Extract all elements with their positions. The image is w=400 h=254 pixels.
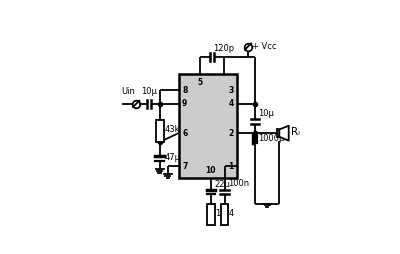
Text: 22μ: 22μ [214, 180, 230, 189]
Bar [221, 203, 228, 225]
Text: 9: 9 [182, 99, 187, 108]
Text: 1000μ: 1000μ [258, 134, 284, 142]
Bar [178, 74, 237, 178]
Text: 10μ: 10μ [141, 87, 157, 96]
Text: 4: 4 [229, 209, 234, 218]
Text: 100n: 100n [228, 179, 249, 188]
Text: Uin: Uin [121, 87, 135, 96]
Text: 43k: 43k [164, 125, 180, 134]
Text: 4: 4 [228, 99, 234, 108]
Polygon shape [279, 126, 289, 141]
Text: 1k: 1k [215, 209, 225, 218]
Text: 5: 5 [198, 78, 203, 87]
Text: 2: 2 [228, 129, 234, 138]
Bar [207, 203, 215, 225]
Bar [276, 130, 279, 137]
Text: 47μ: 47μ [164, 153, 180, 162]
Text: 10μ: 10μ [258, 109, 274, 118]
Bar [156, 120, 164, 142]
Text: 6: 6 [182, 129, 187, 138]
Text: Rₗ: Rₗ [291, 127, 300, 137]
Text: 10: 10 [206, 166, 216, 174]
Text: + Vcc: + Vcc [252, 42, 276, 51]
Text: 7: 7 [182, 162, 188, 171]
Text: 120p: 120p [214, 44, 234, 53]
Text: 8: 8 [182, 86, 188, 95]
Text: 3: 3 [228, 86, 234, 95]
Text: 1: 1 [228, 162, 234, 171]
